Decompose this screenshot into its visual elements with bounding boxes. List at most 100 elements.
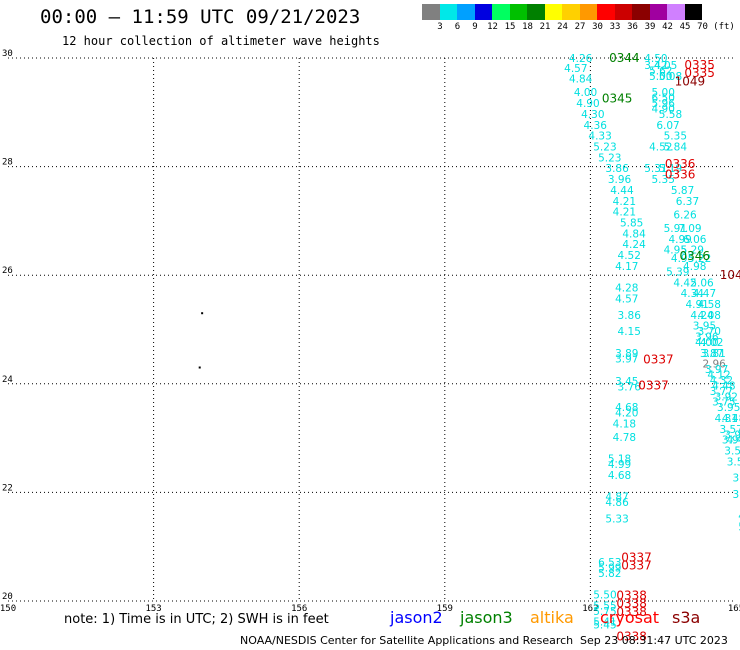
scale-swatch bbox=[684, 4, 702, 20]
wave-height-point: 4.86 bbox=[605, 497, 629, 509]
y-tick-label: 24 bbox=[2, 375, 13, 385]
wave-height-point: 4.95 bbox=[664, 245, 687, 257]
x-tick-label: 165 bbox=[728, 604, 740, 614]
scale-label: 21 bbox=[539, 22, 551, 32]
wave-height-point: 4.18 bbox=[613, 418, 636, 430]
wave-height-point: 4.84 bbox=[622, 228, 646, 240]
wave-height-point: 4.24 bbox=[622, 239, 646, 251]
wave-height-point: 7.09 bbox=[678, 223, 701, 235]
y-tick-label: 30 bbox=[2, 49, 13, 59]
generated-timestamp: Sep 23 08:31:47 UTC 2023 bbox=[580, 634, 728, 647]
wave-height-point: 5.23 bbox=[598, 152, 621, 164]
wave-height-point: 4.28 bbox=[615, 283, 638, 295]
wave-height-point: 3.95 bbox=[693, 321, 716, 333]
wave-height-point: 5.00 bbox=[652, 87, 675, 99]
wave-height-point: 5.29 bbox=[681, 245, 704, 257]
wave-height-point: 5.99 bbox=[598, 562, 621, 574]
wave-height-point: 4.08 bbox=[698, 310, 721, 322]
wave-height-point: 3.95 bbox=[717, 402, 740, 414]
pass-time-label: 0335 bbox=[684, 66, 715, 80]
chart-title: 00:00 – 11:59 UTC 09/21/2023 bbox=[40, 6, 361, 28]
wave-height-point: 4.78 bbox=[613, 432, 636, 444]
scale-swatch bbox=[439, 4, 457, 20]
wave-height-point: 4.68 bbox=[608, 470, 631, 482]
wave-height-point: 3.77 bbox=[710, 386, 733, 398]
pass-time-label: 0337 bbox=[638, 378, 669, 392]
scale-label: 33 bbox=[609, 22, 621, 32]
wave-height-point: 4. bbox=[738, 511, 740, 523]
wave-height-point: 4.00 bbox=[695, 337, 718, 349]
pass-time-label: 0338 bbox=[616, 629, 647, 643]
mission-jason3: jason3 bbox=[460, 608, 513, 627]
mission-cryosat: cryosat bbox=[600, 608, 660, 627]
wave-height-point: 5.00 bbox=[649, 71, 672, 83]
pass-time-label: 104 bbox=[720, 268, 740, 282]
x-tick-label: 156 bbox=[291, 604, 307, 614]
y-tick-label: 22 bbox=[2, 483, 13, 493]
wave-height-point: 5.23 bbox=[593, 142, 616, 154]
scale-swatch bbox=[544, 4, 562, 20]
wave-height-point: 3.9 bbox=[733, 473, 740, 485]
wave-height-point: 4.91 bbox=[685, 299, 708, 311]
wave-height-point: 5.75 bbox=[593, 606, 616, 618]
scale-swatch bbox=[649, 4, 667, 20]
wave-height-point: 5. bbox=[738, 522, 740, 534]
wave-height-point: 4.42 bbox=[673, 277, 696, 289]
scale-label: 15 bbox=[504, 22, 516, 32]
footer-note: note: 1) Time is in UTC; 2) SWH is in fe… bbox=[64, 612, 329, 627]
scale-swatch bbox=[614, 4, 632, 20]
wave-height-point: 5.39 bbox=[666, 266, 689, 278]
pass-time-label: 0337 bbox=[643, 352, 674, 366]
wave-height-point: 6.37 bbox=[676, 196, 699, 208]
y-tick-label: 28 bbox=[2, 158, 13, 168]
scale-label: 39 bbox=[644, 22, 656, 32]
wave-height-point: 3.86 bbox=[618, 310, 642, 322]
wave-height-point: 3.96 bbox=[608, 174, 632, 186]
wave-height-point: 5.06 bbox=[690, 277, 714, 289]
wave-height-point: 5.35 bbox=[664, 131, 687, 143]
wave-height-point: 3.54 bbox=[727, 456, 740, 468]
wave-height-point: 4.21 bbox=[613, 207, 636, 219]
wave-height-point: 3.97 bbox=[705, 364, 728, 376]
wave-height-point: 4.40 bbox=[727, 435, 740, 447]
wave-height-point: 6.07 bbox=[656, 120, 679, 132]
wave-height-point: 4.12 bbox=[707, 370, 730, 382]
pass-time-label: 0338 bbox=[616, 605, 647, 619]
pass-time-label: 0344 bbox=[609, 51, 640, 65]
wave-height-point: 4.24 bbox=[690, 310, 714, 322]
scale-label: 42 bbox=[662, 22, 673, 32]
wave-height-point: 5.18 bbox=[608, 454, 631, 466]
mission-jason2: jason2 bbox=[390, 608, 443, 627]
wave-height-point: 4.58 bbox=[698, 299, 721, 311]
wave-height-point: 4.44 bbox=[610, 185, 634, 197]
wave-height-point: 5.08 bbox=[659, 71, 682, 83]
scale-label: 70 bbox=[697, 22, 708, 32]
scale-swatch bbox=[562, 4, 580, 20]
chart-subtitle: 12 hour collection of altimeter wave hei… bbox=[62, 34, 380, 48]
pass-time-label: 0346 bbox=[679, 249, 710, 263]
wave-height-point: 4.52 bbox=[618, 250, 641, 262]
wave-height-point: 5.19 bbox=[659, 163, 682, 175]
scale-swatch bbox=[667, 4, 685, 20]
wave-height-point: 4.57 bbox=[564, 63, 587, 75]
wave-height-point: 4.00 bbox=[574, 87, 597, 99]
wave-height-point: 3.87 bbox=[700, 348, 723, 360]
wave-height-point: 5.82 bbox=[598, 568, 621, 580]
wave-height-point: 5.96 bbox=[652, 98, 676, 110]
wave-height-point: 4.99 bbox=[668, 234, 691, 246]
wave-height-point: 4.02 bbox=[700, 337, 723, 349]
scale-label: 3 bbox=[437, 22, 443, 32]
x-tick-label: 162 bbox=[582, 604, 598, 614]
wave-height-point: 4.32 bbox=[710, 375, 733, 387]
scale-swatch bbox=[579, 4, 597, 20]
pass-time-label: 0336 bbox=[665, 157, 696, 171]
scale-label: 24 bbox=[557, 22, 568, 32]
pass-time-label: 0338 bbox=[616, 597, 647, 611]
observation-marker bbox=[201, 312, 204, 315]
scale-label: 36 bbox=[627, 22, 638, 32]
scale-label: 45 bbox=[679, 22, 691, 32]
wave-height-point: 5.84 bbox=[664, 142, 688, 154]
scale-label: 30 bbox=[592, 22, 603, 32]
wave-height-point: 4.20 bbox=[615, 408, 638, 420]
